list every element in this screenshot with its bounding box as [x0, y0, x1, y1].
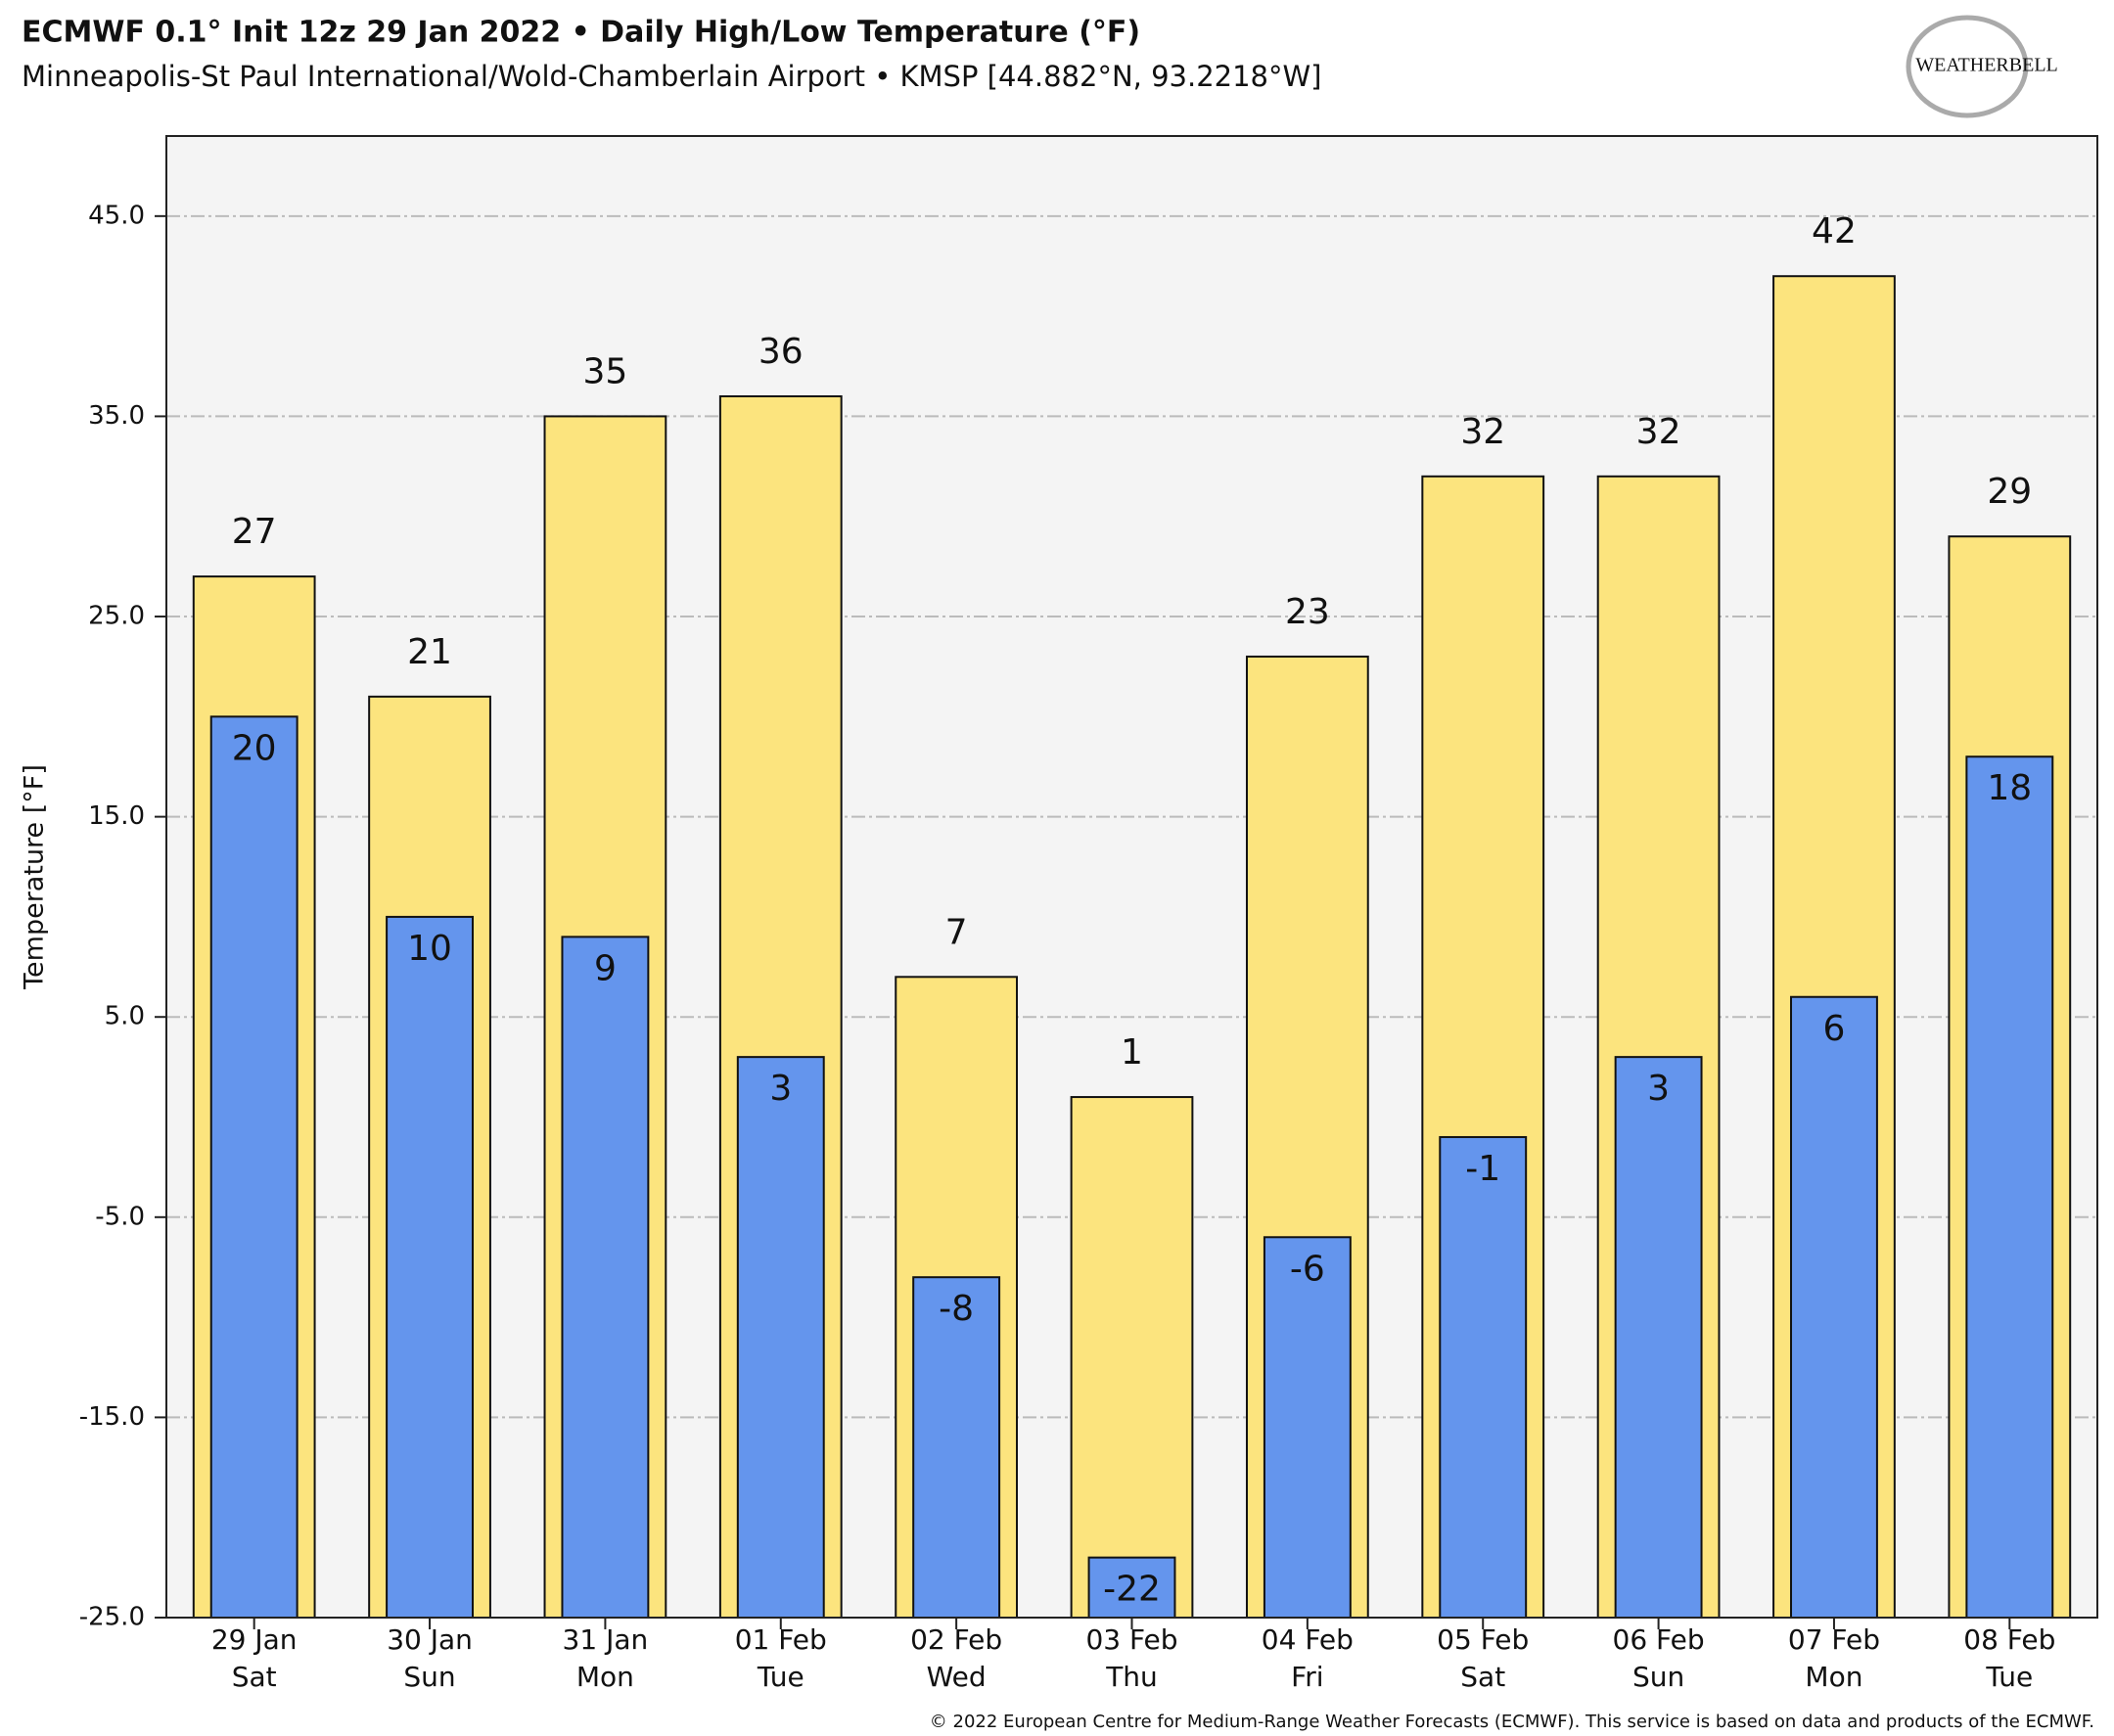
logo-swirl: [1906, 15, 2029, 118]
x-tick-label: 02 Feb: [910, 1623, 1002, 1656]
value-label: 10: [407, 929, 452, 969]
value-label: 3: [1647, 1069, 1670, 1109]
value-label: 27: [232, 512, 277, 552]
value-label: 29: [1987, 472, 2032, 512]
bar: [1614, 1056, 1703, 1619]
x-tick-sublabel: Sun: [403, 1661, 455, 1693]
x-tick-label: 06 Feb: [1613, 1623, 1705, 1656]
x-tick-sublabel: Thu: [1105, 1661, 1158, 1693]
x-tick-label: 30 Jan: [387, 1623, 473, 1656]
x-tick-label: 04 Feb: [1262, 1623, 1354, 1656]
x-tick-sublabel: Tue: [757, 1661, 804, 1693]
bar: [209, 715, 299, 1619]
value-label: -6: [1290, 1249, 1325, 1289]
x-tick-sublabel: Sat: [1460, 1661, 1505, 1693]
value-label: 42: [1812, 211, 1857, 251]
x-tick-label: 01 Feb: [735, 1623, 827, 1656]
value-label: -22: [1103, 1570, 1161, 1610]
y-tick-label: 25.0: [88, 602, 145, 631]
chart-subtitle: Minneapolis-St Paul International/Wold-C…: [22, 60, 1322, 93]
footer: © 2022 European Centre for Medium-Range …: [930, 1712, 2094, 1732]
value-label: 23: [1285, 592, 1330, 632]
x-tick-label: 05 Feb: [1437, 1623, 1529, 1656]
value-label: 18: [1987, 768, 2032, 808]
y-tick-label: -15.0: [79, 1402, 145, 1432]
bar: [736, 1056, 825, 1619]
value-label: 6: [1823, 1009, 1846, 1049]
value-label: 35: [583, 351, 628, 391]
value-label: 21: [407, 632, 452, 672]
x-tick-sublabel: Fri: [1291, 1661, 1323, 1693]
x-tick-label: 29 Jan: [211, 1623, 298, 1656]
logo: WEATHERBELL: [1915, 55, 2058, 76]
bar: [912, 1276, 1001, 1620]
value-label: 36: [758, 332, 804, 372]
bar: [1439, 1135, 1528, 1620]
x-tick-label: 31 Jan: [563, 1623, 649, 1656]
bar: [1965, 755, 2054, 1619]
x-tick-label: 08 Feb: [1963, 1623, 2055, 1656]
plot-area: [165, 135, 2098, 1619]
value-label: 1: [1121, 1032, 1143, 1073]
x-tick-sublabel: Mon: [1805, 1661, 1862, 1693]
x-tick-label: 07 Feb: [1788, 1623, 1880, 1656]
value-label: 20: [232, 728, 277, 768]
bar: [1790, 995, 1878, 1619]
y-tick-label: 35.0: [88, 401, 145, 431]
y-tick-label: 45.0: [88, 201, 145, 230]
value-label: 3: [769, 1069, 792, 1109]
value-label: -8: [939, 1289, 974, 1329]
value-label: 7: [945, 912, 968, 952]
bar: [1087, 1556, 1176, 1619]
x-tick-sublabel: Wed: [927, 1661, 987, 1693]
value-label: 32: [1636, 412, 1681, 452]
bar: [1070, 1096, 1194, 1619]
bar: [1263, 1236, 1352, 1619]
bar: [386, 915, 474, 1619]
y-tick-label: 15.0: [88, 801, 145, 831]
y-tick-label: 5.0: [105, 1002, 145, 1031]
bar: [561, 936, 650, 1619]
x-tick-sublabel: Mon: [576, 1661, 634, 1693]
y-tick-label: -5.0: [95, 1202, 145, 1231]
value-label: -1: [1465, 1149, 1500, 1189]
value-label: 32: [1460, 412, 1505, 452]
chart-title: ECMWF 0.1° Init 12z 29 Jan 2022 • Daily …: [22, 16, 1140, 50]
x-tick-label: 03 Feb: [1085, 1623, 1177, 1656]
y-tick-label: -25.0: [79, 1603, 145, 1632]
x-tick-sublabel: Sun: [1632, 1661, 1684, 1693]
x-tick-sublabel: Tue: [1985, 1661, 2033, 1693]
y-axis-label: Temperature [°F]: [20, 764, 50, 990]
x-tick-sublabel: Sat: [232, 1661, 277, 1693]
value-label: 9: [594, 948, 617, 988]
